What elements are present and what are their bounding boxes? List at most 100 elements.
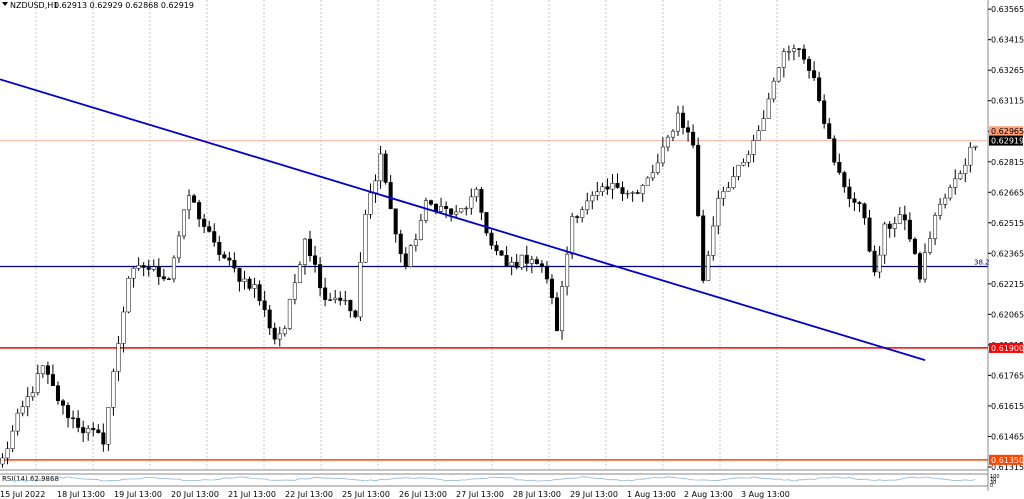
bull-candle [378,153,383,182]
bear-candle [701,215,706,281]
bull-candle [953,178,958,188]
bear-candle [313,255,318,265]
x-tick-label: 22 Jul 13:00 [285,490,333,499]
bull-candle [106,407,111,445]
bear-candle [348,299,353,312]
trendline[interactable] [0,78,926,361]
bull-candle [963,164,968,174]
bear-candle [353,310,358,318]
bull-candle [363,214,368,263]
y-tick-label: 0.62665 [991,188,1024,197]
bull-candle [560,286,565,332]
bull-candle [86,428,91,434]
bear-candle [912,238,917,254]
bull-candle [358,262,363,318]
bull-candle [136,265,141,269]
bear-candle [393,208,398,235]
bull-candle [726,187,731,192]
bear-candle [539,263,544,267]
bear-candle [323,287,328,300]
y-tick-label: 0.61765 [991,371,1024,380]
bear-candle [192,195,197,203]
x-tick-label: 19 Jul 13:00 [114,490,162,499]
y-tick-label: 0.62365 [991,249,1024,258]
bear-candle [50,374,55,386]
bull-candle [509,261,514,266]
bull-candle [716,198,721,227]
bull-candle [459,208,464,213]
bear-candle [207,226,212,232]
bear-candle [837,161,842,173]
x-tick-label: 25 Jul 13:00 [342,490,390,499]
rsi-scale-label: 100 [990,474,1000,480]
bull-candle [933,215,938,239]
bear-candle [55,385,60,402]
bear-candle [817,77,822,102]
bull-candle [454,211,459,215]
bull-candle [630,192,635,194]
x-tick-label: 18 Jul 13:00 [57,490,105,499]
y-tick-label: 0.61615 [991,402,1024,411]
bull-candle [20,406,25,414]
bull-candle [333,297,338,300]
bear-candle [907,219,912,240]
trendline-layer[interactable] [0,78,926,361]
bear-candle [202,218,207,227]
bear-candle [796,48,801,50]
bear-candle [76,417,81,428]
bear-candle [549,278,554,298]
bull-candle [373,180,378,194]
bull-candle [721,191,726,199]
bull-candle [640,185,645,194]
bear-candle [852,198,857,203]
bear-candle [484,212,489,234]
bull-candle [736,164,741,177]
symbol-label[interactable]: NZDUSD,H1 [10,1,58,10]
bear-candle [534,259,539,264]
bull-candle [756,130,761,141]
bull-candle [35,373,40,393]
bull-candle [282,328,287,335]
bear-candle [444,206,449,210]
price-tag-support_2 [989,454,1023,465]
bull-candle [116,343,121,372]
y-tick-label: 0.61465 [991,432,1024,441]
bear-candle [307,238,313,257]
bear-candle [479,189,484,213]
x-tick-label: 20 Jul 13:00 [171,490,219,499]
bull-candle [711,225,716,256]
bull-candle [151,266,156,270]
bear-candle [449,208,454,215]
bull-candle [645,177,650,186]
rsi-scale-label: 70 [990,477,996,483]
price-tag-text-support_2: 0.61350 [991,456,1024,465]
bull-candle [25,396,30,408]
bear-candle [428,200,434,205]
bull-candle [464,207,469,210]
bull-candle [938,203,943,216]
bull-candle [187,195,192,211]
bear-candle [66,405,71,419]
bear-candle [45,365,50,375]
bear-candle [338,297,343,301]
bull-candle [771,80,776,100]
dropdown-triangle-icon[interactable] [2,2,8,6]
rsi-line [2,476,976,482]
x-tick-label: 2 Aug 13:00 [684,490,733,499]
bear-candle [161,276,166,280]
bull-candle [413,239,418,246]
bull-candle [368,192,373,215]
price-panel[interactable] [0,0,988,470]
ohlc-readout: 0.62913 0.62929 0.62868 0.62919 [54,1,194,10]
bull-candle [766,98,771,119]
bear-candle [615,183,620,188]
bull-candle [892,223,897,229]
bull-candle [650,172,655,179]
bull-candle [761,118,766,131]
bear-candle [872,250,877,273]
bull-candle [529,259,534,264]
x-tick-label: 15 Jul 2022 [0,490,45,499]
y-tick-label: 0.62065 [991,310,1024,319]
bear-candle [60,400,66,406]
